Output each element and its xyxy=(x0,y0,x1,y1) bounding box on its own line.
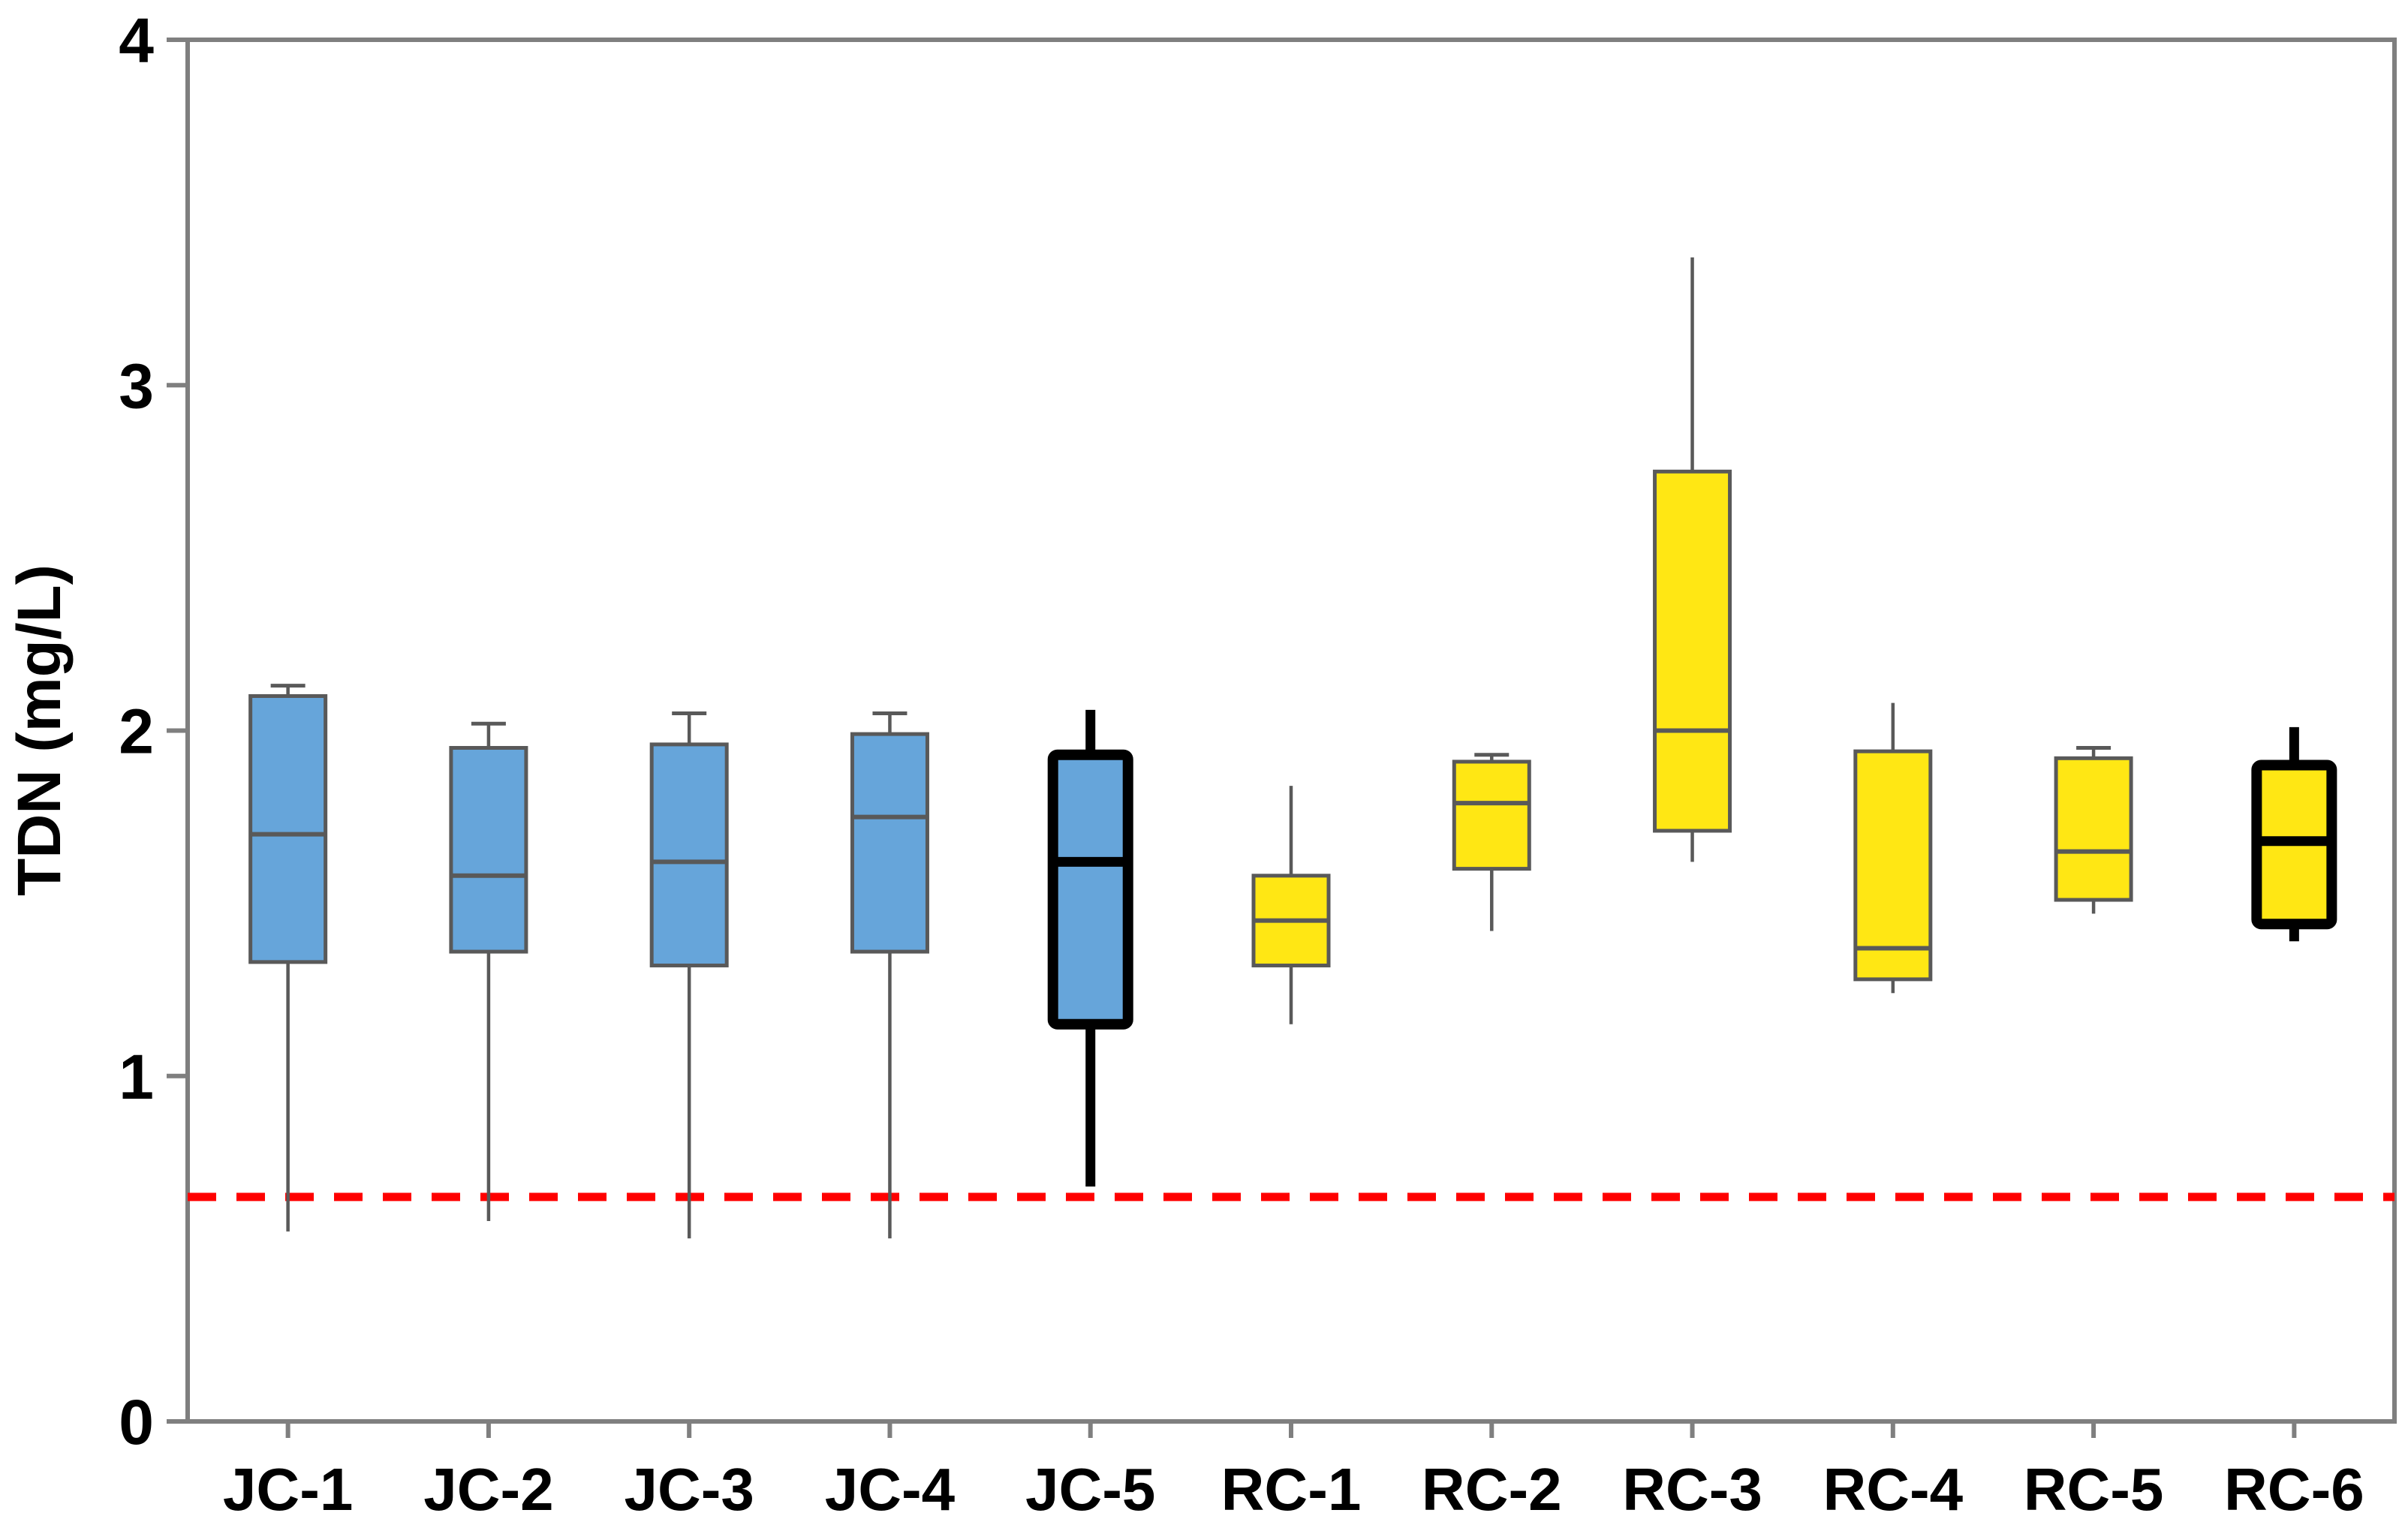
boxplot-series xyxy=(248,257,2337,1239)
x-category-label: JC-5 xyxy=(1025,1456,1155,1523)
y-tick-label: 1 xyxy=(119,1042,154,1112)
boxplot-RC-2 xyxy=(1452,753,1531,931)
iqr-box xyxy=(649,742,729,967)
boxplot-JC-3 xyxy=(649,711,729,1239)
iqr-box xyxy=(1047,749,1133,1030)
iqr-box xyxy=(2054,756,2133,902)
boxplot-JC-2 xyxy=(449,721,528,1222)
x-category-label: RC-1 xyxy=(1221,1456,1362,1523)
boxplot-JC-1 xyxy=(248,684,328,1232)
y-tick-label: 3 xyxy=(119,350,154,421)
iqr-box xyxy=(449,746,528,954)
plot-border xyxy=(185,38,2397,1424)
boxplot-RC-6 xyxy=(2251,726,2337,942)
y-tick-label: 2 xyxy=(119,696,154,767)
x-category-label: RC-3 xyxy=(1622,1456,1762,1523)
x-category-label: RC-4 xyxy=(1823,1456,1963,1523)
iqr-box xyxy=(248,693,328,964)
boxplot-RC-3 xyxy=(1653,257,1732,862)
iqr-box xyxy=(1853,749,1933,982)
y-tick-label: 0 xyxy=(119,1387,154,1457)
x-category-label: RC-6 xyxy=(2224,1456,2364,1523)
boxplot-RC-1 xyxy=(1251,786,1331,1024)
y-axis-title: TDN (mg/L) xyxy=(5,564,74,896)
y-axis: 0 1 2 3 4 xyxy=(119,5,188,1457)
iqr-box xyxy=(1653,469,1732,833)
x-category-label: JC-3 xyxy=(624,1456,754,1523)
x-axis: JC-1 JC-2 JC-3 JC-4 JC-5 RC-1 RC-2 RC-3 RC-4 RC-5… xyxy=(223,1421,2364,1523)
y-tick-label: 4 xyxy=(119,5,154,76)
iqr-box xyxy=(1452,759,1531,871)
x-category-label: JC-2 xyxy=(423,1456,553,1523)
x-category-label: JC-1 xyxy=(223,1456,353,1523)
plot-frame xyxy=(185,38,2397,1424)
boxplot-RC-4 xyxy=(1853,702,1933,994)
x-category-label: RC-2 xyxy=(1422,1456,1562,1523)
iqr-box xyxy=(850,732,929,954)
x-category-label: JC-4 xyxy=(825,1456,956,1523)
boxplot-JC-5 xyxy=(1047,709,1133,1187)
boxplot-JC-4 xyxy=(850,711,929,1239)
x-category-label: RC-5 xyxy=(2024,1456,2164,1523)
boxplot-RC-5 xyxy=(2054,746,2133,914)
